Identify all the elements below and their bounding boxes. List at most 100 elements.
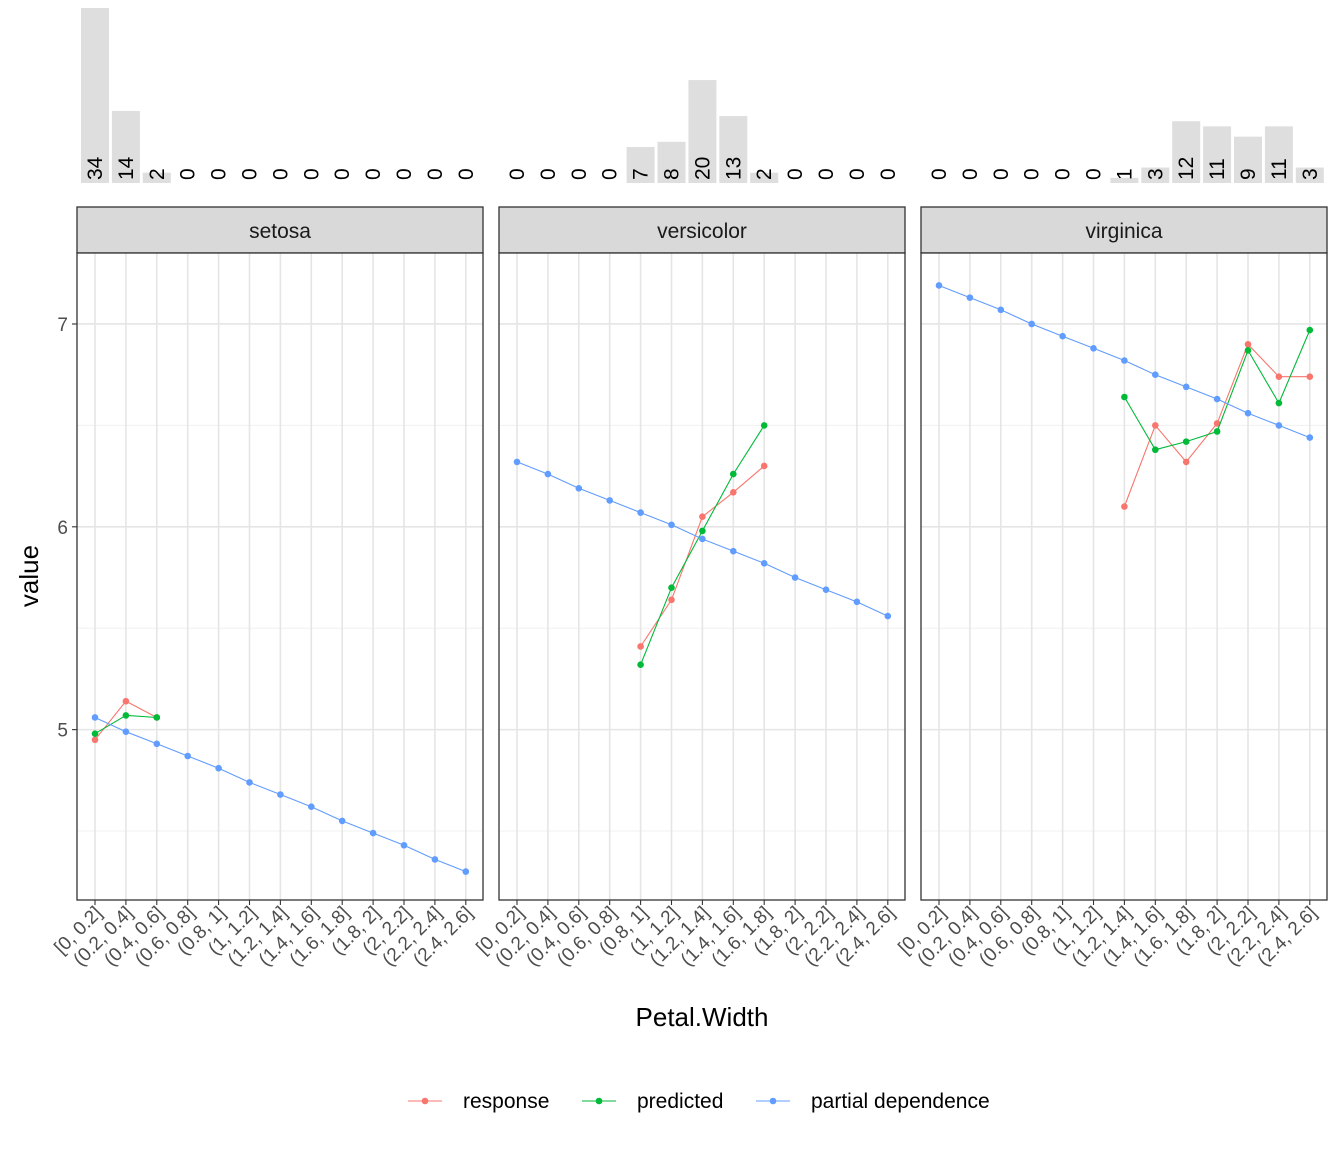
count-label-versicolor-0: 0	[506, 168, 529, 180]
strip-virginica	[920, 206, 1328, 254]
point-virginica-partial-dependence-4	[1059, 332, 1066, 340]
count-label-versicolor-9: 0	[784, 168, 807, 180]
point-virginica-partial-dependence-7	[1152, 371, 1159, 378]
point-versicolor-partial-dependence-1	[544, 470, 552, 478]
point-versicolor-predicted-6	[699, 527, 706, 535]
point-virginica-predicted-6	[1121, 393, 1128, 401]
count-label-setosa-1: 14	[115, 156, 138, 180]
point-versicolor-response-5	[668, 596, 675, 604]
point-virginica-response-10	[1244, 340, 1252, 348]
count-bars: 34 14 2 0 0 0 0 0 0 0 0 0 0 0 0 0 0 7 8 20 13 2 0 0 0 0 0 0 0 0 0 0 1 3 12…	[81, 8, 1324, 183]
point-virginica-partial-dependence-1	[966, 294, 974, 301]
point-setosa-predicted-1	[122, 712, 130, 719]
count-label-setosa-5: 0	[239, 168, 262, 180]
count-label-versicolor-6: 20	[691, 157, 714, 180]
point-setosa-partial-dependence-8	[338, 817, 346, 825]
point-setosa-predicted-0	[91, 730, 99, 737]
point-virginica-predicted-11	[1275, 399, 1283, 407]
count-bar-versicolor-8	[750, 172, 779, 183]
legend-label-partial-dependence: partial dependence	[811, 1090, 990, 1113]
count-label-versicolor-3: 0	[599, 168, 622, 180]
count-bar-virginica-10	[1234, 136, 1262, 183]
legend-point-partial-dependence	[769, 1097, 777, 1105]
count-label-virginica-3: 0	[1021, 168, 1044, 180]
point-versicolor-response-7	[730, 489, 737, 496]
count-label-setosa-12: 0	[455, 168, 478, 180]
point-versicolor-partial-dependence-4	[637, 509, 644, 516]
point-virginica-predicted-12	[1306, 326, 1314, 334]
point-setosa-partial-dependence-4	[215, 764, 222, 772]
point-virginica-response-11	[1275, 373, 1283, 381]
point-virginica-partial-dependence-11	[1275, 422, 1283, 429]
count-label-virginica-11: 11	[1268, 158, 1291, 180]
strip-label-versicolor: versicolor	[657, 220, 747, 243]
legend-point-predicted	[595, 1097, 603, 1105]
count-bar-virginica-12	[1295, 167, 1324, 183]
count-label-setosa-2: 2	[146, 168, 169, 180]
count-label-setosa-4: 0	[208, 168, 231, 180]
count-bar-virginica-6	[1110, 177, 1139, 183]
strip-label-setosa: setosa	[249, 220, 311, 243]
count-label-virginica-12: 3	[1299, 168, 1322, 180]
count-label-versicolor-4: 7	[630, 168, 653, 180]
point-virginica-predicted-7	[1152, 446, 1159, 454]
point-setosa-partial-dependence-10	[400, 841, 408, 849]
point-versicolor-partial-dependence-2	[575, 484, 583, 492]
count-bar-virginica-9	[1203, 126, 1232, 183]
point-versicolor-response-6	[699, 513, 706, 520]
count-label-setosa-7: 0	[300, 168, 323, 180]
count-label-versicolor-12: 0	[877, 168, 900, 180]
point-versicolor-partial-dependence-8	[760, 560, 768, 567]
legend-point-response	[421, 1097, 429, 1105]
count-label-versicolor-7: 13	[722, 157, 745, 180]
count-bar-versicolor-6	[688, 80, 717, 183]
y-tick-label-2: 7	[57, 315, 68, 336]
point-versicolor-response-4	[637, 643, 644, 650]
count-label-virginica-7: 3	[1144, 168, 1167, 180]
count-label-setosa-11: 0	[424, 168, 447, 180]
point-versicolor-predicted-5	[668, 584, 675, 591]
count-label-virginica-10: 9	[1237, 168, 1260, 180]
count-label-virginica-1: 0	[959, 168, 982, 180]
legend: response predicted partial dependence	[408, 1090, 990, 1113]
point-virginica-partial-dependence-12	[1306, 434, 1314, 441]
point-virginica-response-7	[1152, 422, 1159, 429]
strip-setosa	[76, 206, 484, 254]
point-setosa-partial-dependence-3	[184, 752, 191, 760]
point-setosa-partial-dependence-11	[431, 856, 439, 863]
point-versicolor-partial-dependence-6	[699, 535, 706, 543]
point-virginica-partial-dependence-6	[1121, 357, 1128, 364]
count-label-virginica-2: 0	[990, 168, 1013, 180]
point-virginica-response-9	[1213, 420, 1221, 427]
count-bar-setosa-0	[81, 8, 109, 183]
legend-label-predicted: predicted	[637, 1090, 723, 1113]
count-label-virginica-5: 0	[1083, 168, 1106, 180]
point-setosa-partial-dependence-6	[277, 791, 284, 798]
point-setosa-partial-dependence-2	[153, 740, 161, 748]
count-bar-versicolor-5	[657, 141, 686, 183]
panels: setosa[0, 0.2](0.2, 0.4](0.4, 0.6](0.6, …	[51, 206, 1328, 971]
count-label-virginica-4: 0	[1052, 168, 1075, 180]
count-label-virginica-6: 1	[1113, 168, 1136, 180]
panel-versicolor: versicolor[0, 0.2](0.2, 0.4](0.4, 0.6](0…	[473, 206, 906, 971]
point-versicolor-predicted-4	[637, 661, 644, 669]
panel-setosa: setosa[0, 0.2](0.2, 0.4](0.4, 0.6](0.6, …	[51, 206, 484, 971]
y-tick-label-1: 6	[57, 518, 68, 539]
point-virginica-predicted-9	[1213, 428, 1221, 435]
point-virginica-predicted-10	[1244, 347, 1252, 354]
point-virginica-partial-dependence-9	[1213, 395, 1221, 403]
point-virginica-response-12	[1306, 373, 1314, 381]
count-bar-setosa-2	[142, 172, 171, 183]
point-versicolor-predicted-7	[730, 470, 737, 478]
point-versicolor-partial-dependence-12	[884, 612, 892, 620]
panel-virginica: virginica[0, 0.2](0.2, 0.4](0.4, 0.6](0.…	[895, 206, 1328, 971]
count-label-versicolor-8: 2	[753, 168, 776, 180]
count-label-versicolor-5: 8	[661, 168, 684, 180]
point-versicolor-partial-dependence-5	[668, 521, 675, 529]
point-versicolor-partial-dependence-9	[791, 574, 799, 581]
point-virginica-partial-dependence-8	[1182, 383, 1190, 391]
point-versicolor-partial-dependence-3	[606, 497, 613, 504]
point-versicolor-partial-dependence-7	[730, 547, 737, 555]
count-label-virginica-8: 12	[1175, 157, 1198, 180]
